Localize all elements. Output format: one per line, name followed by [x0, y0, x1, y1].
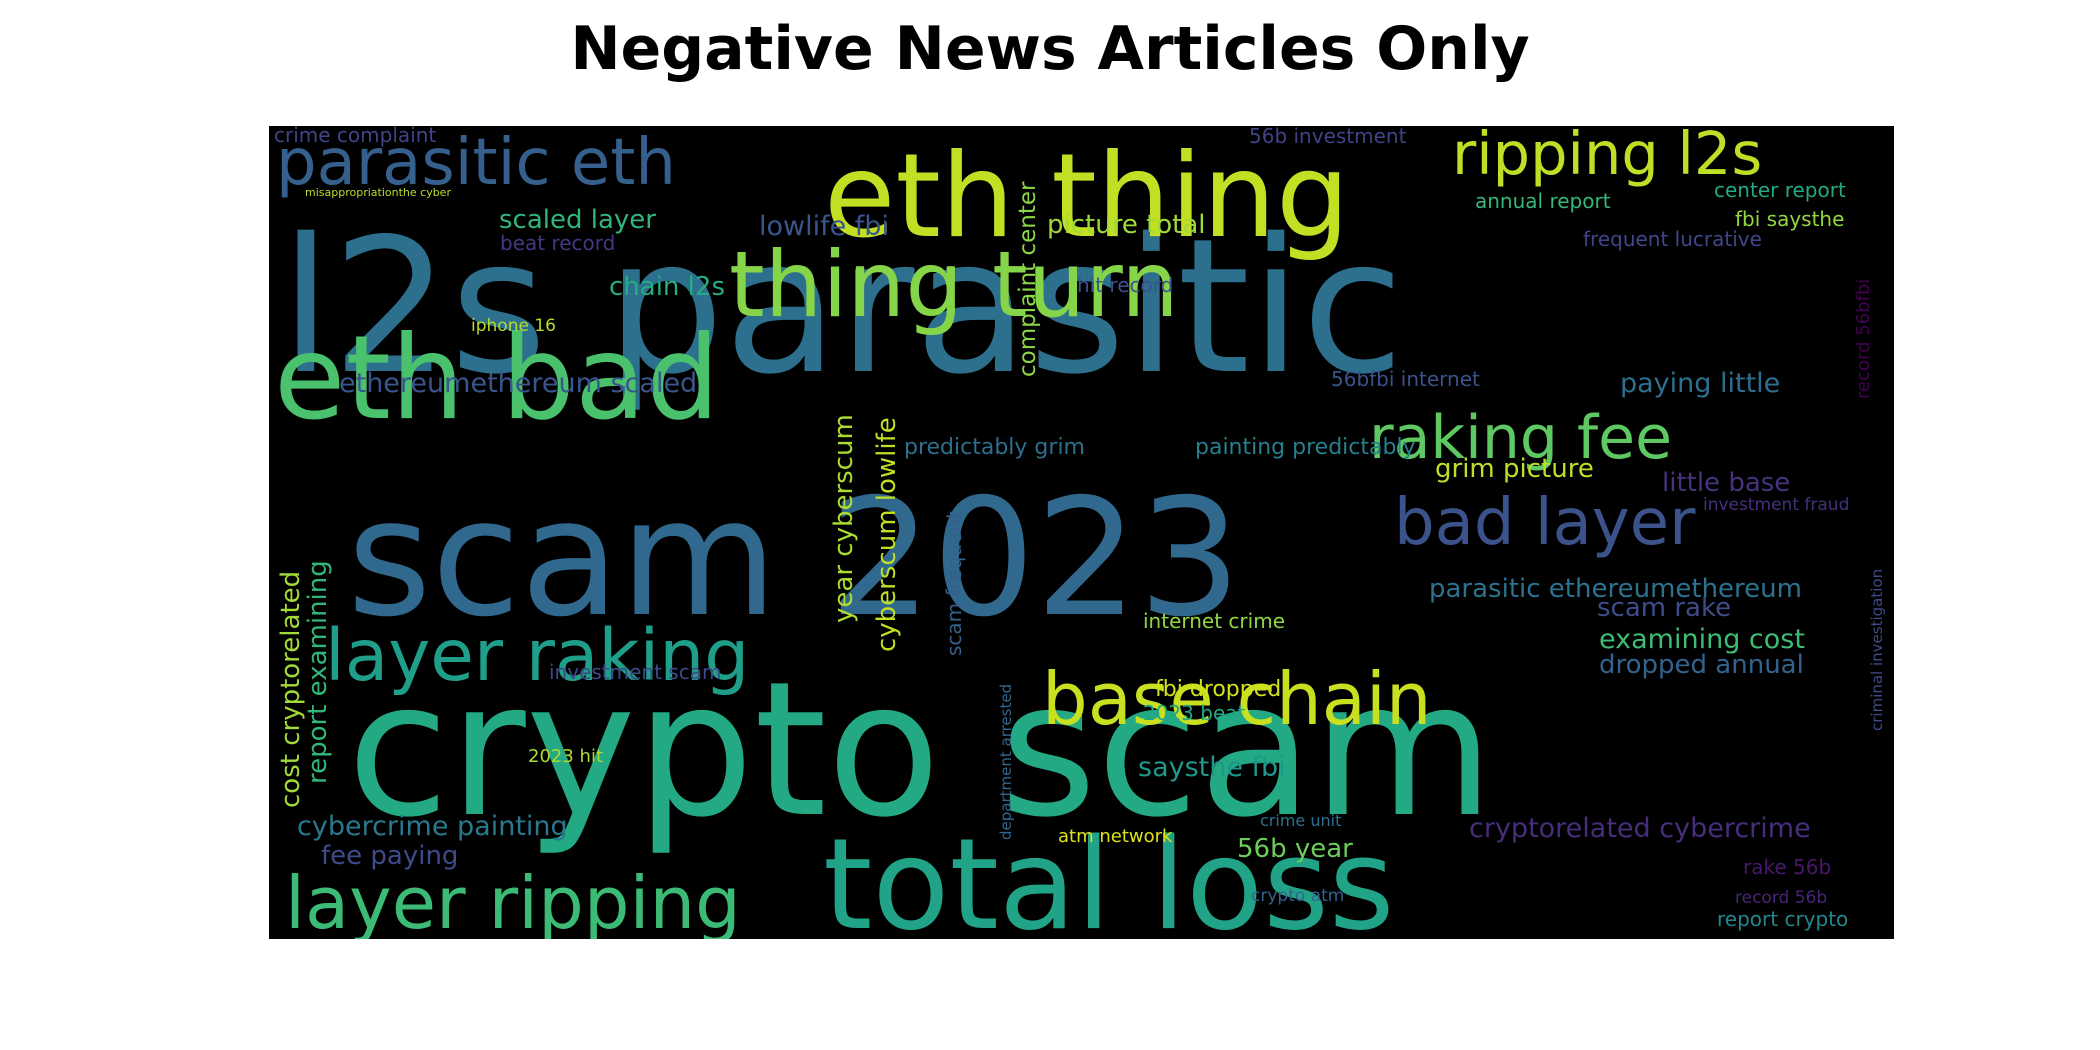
word-criminal-investigation: criminal investigation — [1868, 569, 1886, 731]
word-total-loss: total loss — [823, 811, 1395, 939]
word-cyberscum-lowlife: cyberscum lowlife — [872, 417, 902, 652]
word-l2s-parasitic: l2s parasitic — [280, 198, 1404, 415]
word-beat-record: beat record — [500, 231, 615, 255]
word-rake-56b: rake 56b — [1743, 855, 1831, 879]
word-report-crypto: report crypto — [1717, 907, 1848, 931]
word-fbi-saysthe: fbi saysthe — [1735, 207, 1844, 231]
word-raking-fee: raking fee — [1369, 403, 1672, 473]
word-crime-unit: crime unit — [1260, 811, 1341, 830]
word-eth-thing: eth thing — [824, 129, 1350, 264]
word-ethereumethereum-scaled: ethereumethereum scaled — [339, 368, 697, 399]
word-hit-record: hit record — [1077, 273, 1173, 297]
word-record-56bfbi: record 56bfbi — [1853, 279, 1874, 399]
word-record-56b: record 56b — [1735, 888, 1827, 908]
word-internet-crime: internet crime — [1143, 609, 1285, 633]
word-layer-ripping: layer ripping — [285, 861, 741, 939]
word-saysthe-fbi: saysthe fbi — [1138, 752, 1286, 783]
word-investment-scam: investment scam — [549, 660, 721, 684]
word-cloud: l2s parasitic crypto scam scam 2023 total l… — [269, 126, 1894, 939]
word-crypto-scam: crypto scam — [347, 641, 1494, 858]
word-report-examining: report examining — [303, 560, 333, 784]
word-grim-picture: grim picture — [1435, 454, 1594, 484]
word-picture-total: picture total — [1047, 210, 1206, 240]
word-complaint-center: complaint center — [1015, 181, 1041, 377]
word-layer-raking: layer raking — [325, 614, 749, 697]
word-dropped-annual: dropped annual — [1599, 650, 1804, 680]
word-2023-beat: 2023 beat — [1143, 701, 1246, 725]
word-56bfbi-internet: 56bfbi internet — [1331, 367, 1480, 391]
word-56b-year: 56b year — [1237, 834, 1353, 864]
word-parasitic-ethereumethereum: parasitic ethereumethereum — [1429, 574, 1802, 604]
word-painting-predictably: painting predictably — [1195, 435, 1416, 460]
word-fee-paying: fee paying — [321, 841, 458, 871]
word-department-arrested: department arrested — [997, 684, 1015, 840]
word-misappropriationthe-cyber: misappropriationthe cyber — [305, 186, 451, 199]
word-chain-l2s: chain l2s — [609, 272, 725, 302]
word-scaled-layer: scaled layer — [499, 205, 656, 235]
word-paying-little: paying little — [1620, 368, 1780, 399]
word-2023-hit: 2023 hit — [528, 746, 603, 767]
word-lowlife-fbi: lowlife fbi — [759, 211, 889, 242]
word-examining-cost: examining cost — [1599, 624, 1805, 655]
word-center-report: center report — [1714, 178, 1846, 202]
word-atm-network: atm network — [1058, 826, 1173, 847]
word-crime-complaint: crime complaint — [274, 126, 436, 147]
word-annual-report: annual report — [1475, 189, 1611, 213]
word-ripping-l2s: ripping l2s — [1452, 126, 1762, 188]
word-eth-bad: eth bad — [274, 311, 720, 446]
word-scam-rake: scam rake — [1597, 593, 1731, 623]
word-investment-fraud: investment fraud — [1703, 495, 1849, 515]
chart-title: Negative News Articles Only — [570, 14, 1530, 84]
word-iphone-16: iphone 16 — [471, 316, 556, 336]
word-cybercrime-painting: cybercrime painting — [297, 811, 568, 842]
word-predictably-grim: predictably grim — [904, 435, 1085, 460]
word-fbi-dropped: fbi dropped — [1155, 677, 1281, 702]
word-crypto-atm: crypto atm — [1251, 886, 1344, 906]
word-56b-investment: 56b investment — [1249, 126, 1407, 148]
word-cryptorelated-cybercrime: cryptorelated cybercrime — [1469, 813, 1811, 844]
word-parasitic-eth: parasitic eth — [276, 126, 676, 200]
word-frequent-lucrative: frequent lucrative — [1583, 227, 1762, 251]
word-base-chain: base chain — [1042, 657, 1432, 741]
word-scam-frequent: scam frequent — [942, 511, 966, 656]
word-cost-cryptorelated: cost cryptorelated — [276, 571, 306, 808]
word-bad-layer: bad layer — [1394, 486, 1696, 560]
word-year-cyberscum: year cyberscum — [829, 414, 859, 623]
word-thing-turn: thing turn — [729, 233, 1179, 338]
word-little-base: little base — [1662, 468, 1790, 498]
word-scam-2023: scam 2023 — [347, 465, 1241, 653]
